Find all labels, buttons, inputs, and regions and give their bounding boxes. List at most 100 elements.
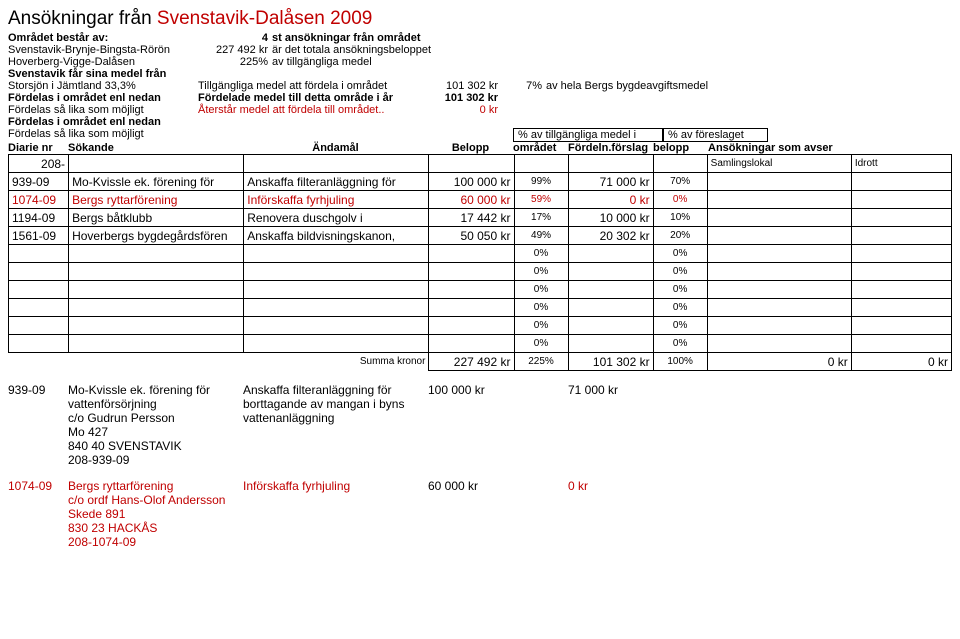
- detail-andamal: [243, 425, 428, 439]
- cell: [69, 299, 244, 317]
- cell: [429, 335, 514, 353]
- summa-belopp: 227 492 kr: [429, 353, 514, 371]
- belopp: 60 000 kr: [429, 191, 514, 209]
- table-row: 0%0%: [9, 281, 952, 299]
- header-label: Hoverberg-Vigge-Dalåsen: [8, 56, 198, 68]
- cell: [568, 263, 653, 281]
- header-midv: 101 302 kr: [428, 92, 502, 104]
- cell: Idrott: [851, 155, 951, 173]
- header-value: 4: [198, 32, 272, 44]
- cell: [9, 245, 69, 263]
- table-row: 1194-09Bergs båtklubbRenovera duschgolv …: [9, 209, 952, 227]
- col-fordeln: Fördeln.förslag: [568, 142, 653, 154]
- cell: [514, 155, 568, 173]
- belopp: 100 000 kr: [429, 173, 514, 191]
- header-mid: Återstår medel att fördela till området.…: [198, 104, 428, 116]
- cell: [429, 263, 514, 281]
- detail-sokande: c/o Gudrun Persson: [68, 411, 243, 425]
- header-label: Fördelas i området enl nedan: [8, 92, 198, 104]
- cell: [851, 299, 951, 317]
- sokande: Mo-Kvissle ek. förening för: [69, 173, 244, 191]
- detail-belopp: 100 000 kr: [428, 383, 513, 397]
- cell: [9, 299, 69, 317]
- gap: [513, 535, 568, 549]
- col-belopp: Belopp: [428, 142, 513, 154]
- cell: [244, 155, 429, 173]
- andamal: Renovera duschgolv i: [244, 209, 429, 227]
- legend-box-1: % av tillgängliga medel i: [513, 128, 663, 142]
- detail-belopp: [428, 535, 513, 549]
- cell: [707, 245, 851, 263]
- andamal: Anskaffa bildvisningskanon,: [244, 227, 429, 245]
- cell: [244, 335, 429, 353]
- table-row: 208-SamlingslokalIdrott: [9, 155, 952, 173]
- detail-forslag: [568, 453, 653, 467]
- cell: [568, 335, 653, 353]
- table-row: Summa kronor227 492 kr225%101 302 kr100%…: [9, 353, 952, 371]
- belopp: 17 442 kr: [429, 209, 514, 227]
- pct1: 59%: [514, 191, 568, 209]
- header-tail: av hela Bergs bygdeavgiftsmedel: [546, 80, 952, 92]
- header-line: Fördelas i området enl nedanFördelade me…: [8, 92, 952, 104]
- gap: [513, 453, 568, 467]
- cell: [707, 209, 851, 227]
- header-label: Fördelas så lika som möjligt: [8, 104, 198, 116]
- detail-diarie: 1074-09: [8, 479, 68, 493]
- cell: [429, 317, 514, 335]
- header-pct: 7%: [502, 80, 546, 92]
- andamal: Anskaffa filteranläggning för: [244, 173, 429, 191]
- cell: [851, 317, 951, 335]
- cell: [707, 263, 851, 281]
- forslag: 20 302 kr: [568, 227, 653, 245]
- gap: [513, 507, 568, 521]
- cell: [707, 191, 851, 209]
- detail-line: 208-939-09: [8, 453, 952, 467]
- detail-line: c/o Gudrun Perssonvattenanläggning: [8, 411, 952, 425]
- header-mid: Tillgängliga medel att fördela i området: [198, 80, 428, 92]
- detail-diarie: 939-09: [8, 383, 68, 397]
- detail-belopp: 60 000 kr: [428, 479, 513, 493]
- header-desc: av tillgängliga medel: [272, 56, 952, 68]
- diarie: 1194-09: [9, 209, 69, 227]
- pct1: 0%: [514, 281, 568, 299]
- detail-diarie: [8, 521, 68, 535]
- cell: [69, 353, 244, 371]
- cell: [707, 335, 851, 353]
- cell: [244, 245, 429, 263]
- cell: [851, 191, 951, 209]
- pct2: 0%: [653, 317, 707, 335]
- header-line: Hoverberg-Vigge-Dalåsen225%av tillgängli…: [8, 56, 952, 68]
- detail-andamal: vattenanläggning: [243, 411, 428, 425]
- detail-diarie: [8, 507, 68, 521]
- header-block: Området består av:4st ansökningar från o…: [8, 32, 952, 128]
- summa-pct1: 225%: [514, 353, 568, 371]
- cell: [244, 317, 429, 335]
- table-headers: Diarie nr Sökande Ändamål Belopp området…: [8, 142, 952, 154]
- pct1: 49%: [514, 227, 568, 245]
- detail-line: 939-09Mo-Kvissle ek. förening förAnskaff…: [8, 383, 952, 397]
- detail-andamal: [243, 507, 428, 521]
- header-label: Svenstavik får sina medel från: [8, 68, 198, 80]
- detail-line: c/o ordf Hans-Olof Andersson: [8, 493, 952, 507]
- detail-diarie: [8, 453, 68, 467]
- cell: [568, 155, 653, 173]
- cell: [851, 173, 951, 191]
- detail-line: 840 40 SVENSTAVIK: [8, 439, 952, 453]
- diarie-prefix: 208-: [9, 155, 69, 173]
- detail-diarie: [8, 411, 68, 425]
- header-label: Fördelas i området enl nedan: [8, 116, 198, 128]
- detail-belopp: [428, 453, 513, 467]
- pct1: 99%: [514, 173, 568, 191]
- summa-pct2: 100%: [653, 353, 707, 371]
- cell: [568, 317, 653, 335]
- cell: [707, 299, 851, 317]
- legend-box-2: % av föreslaget: [663, 128, 768, 142]
- detail-forslag: [568, 521, 653, 535]
- detail-andamal: [243, 439, 428, 453]
- pct1: 0%: [514, 317, 568, 335]
- cell: [69, 335, 244, 353]
- header-label: Storsjön i Jämtland 33,3%: [8, 80, 198, 92]
- cell: [69, 317, 244, 335]
- detail-diarie: [8, 535, 68, 549]
- pct2: 10%: [653, 209, 707, 227]
